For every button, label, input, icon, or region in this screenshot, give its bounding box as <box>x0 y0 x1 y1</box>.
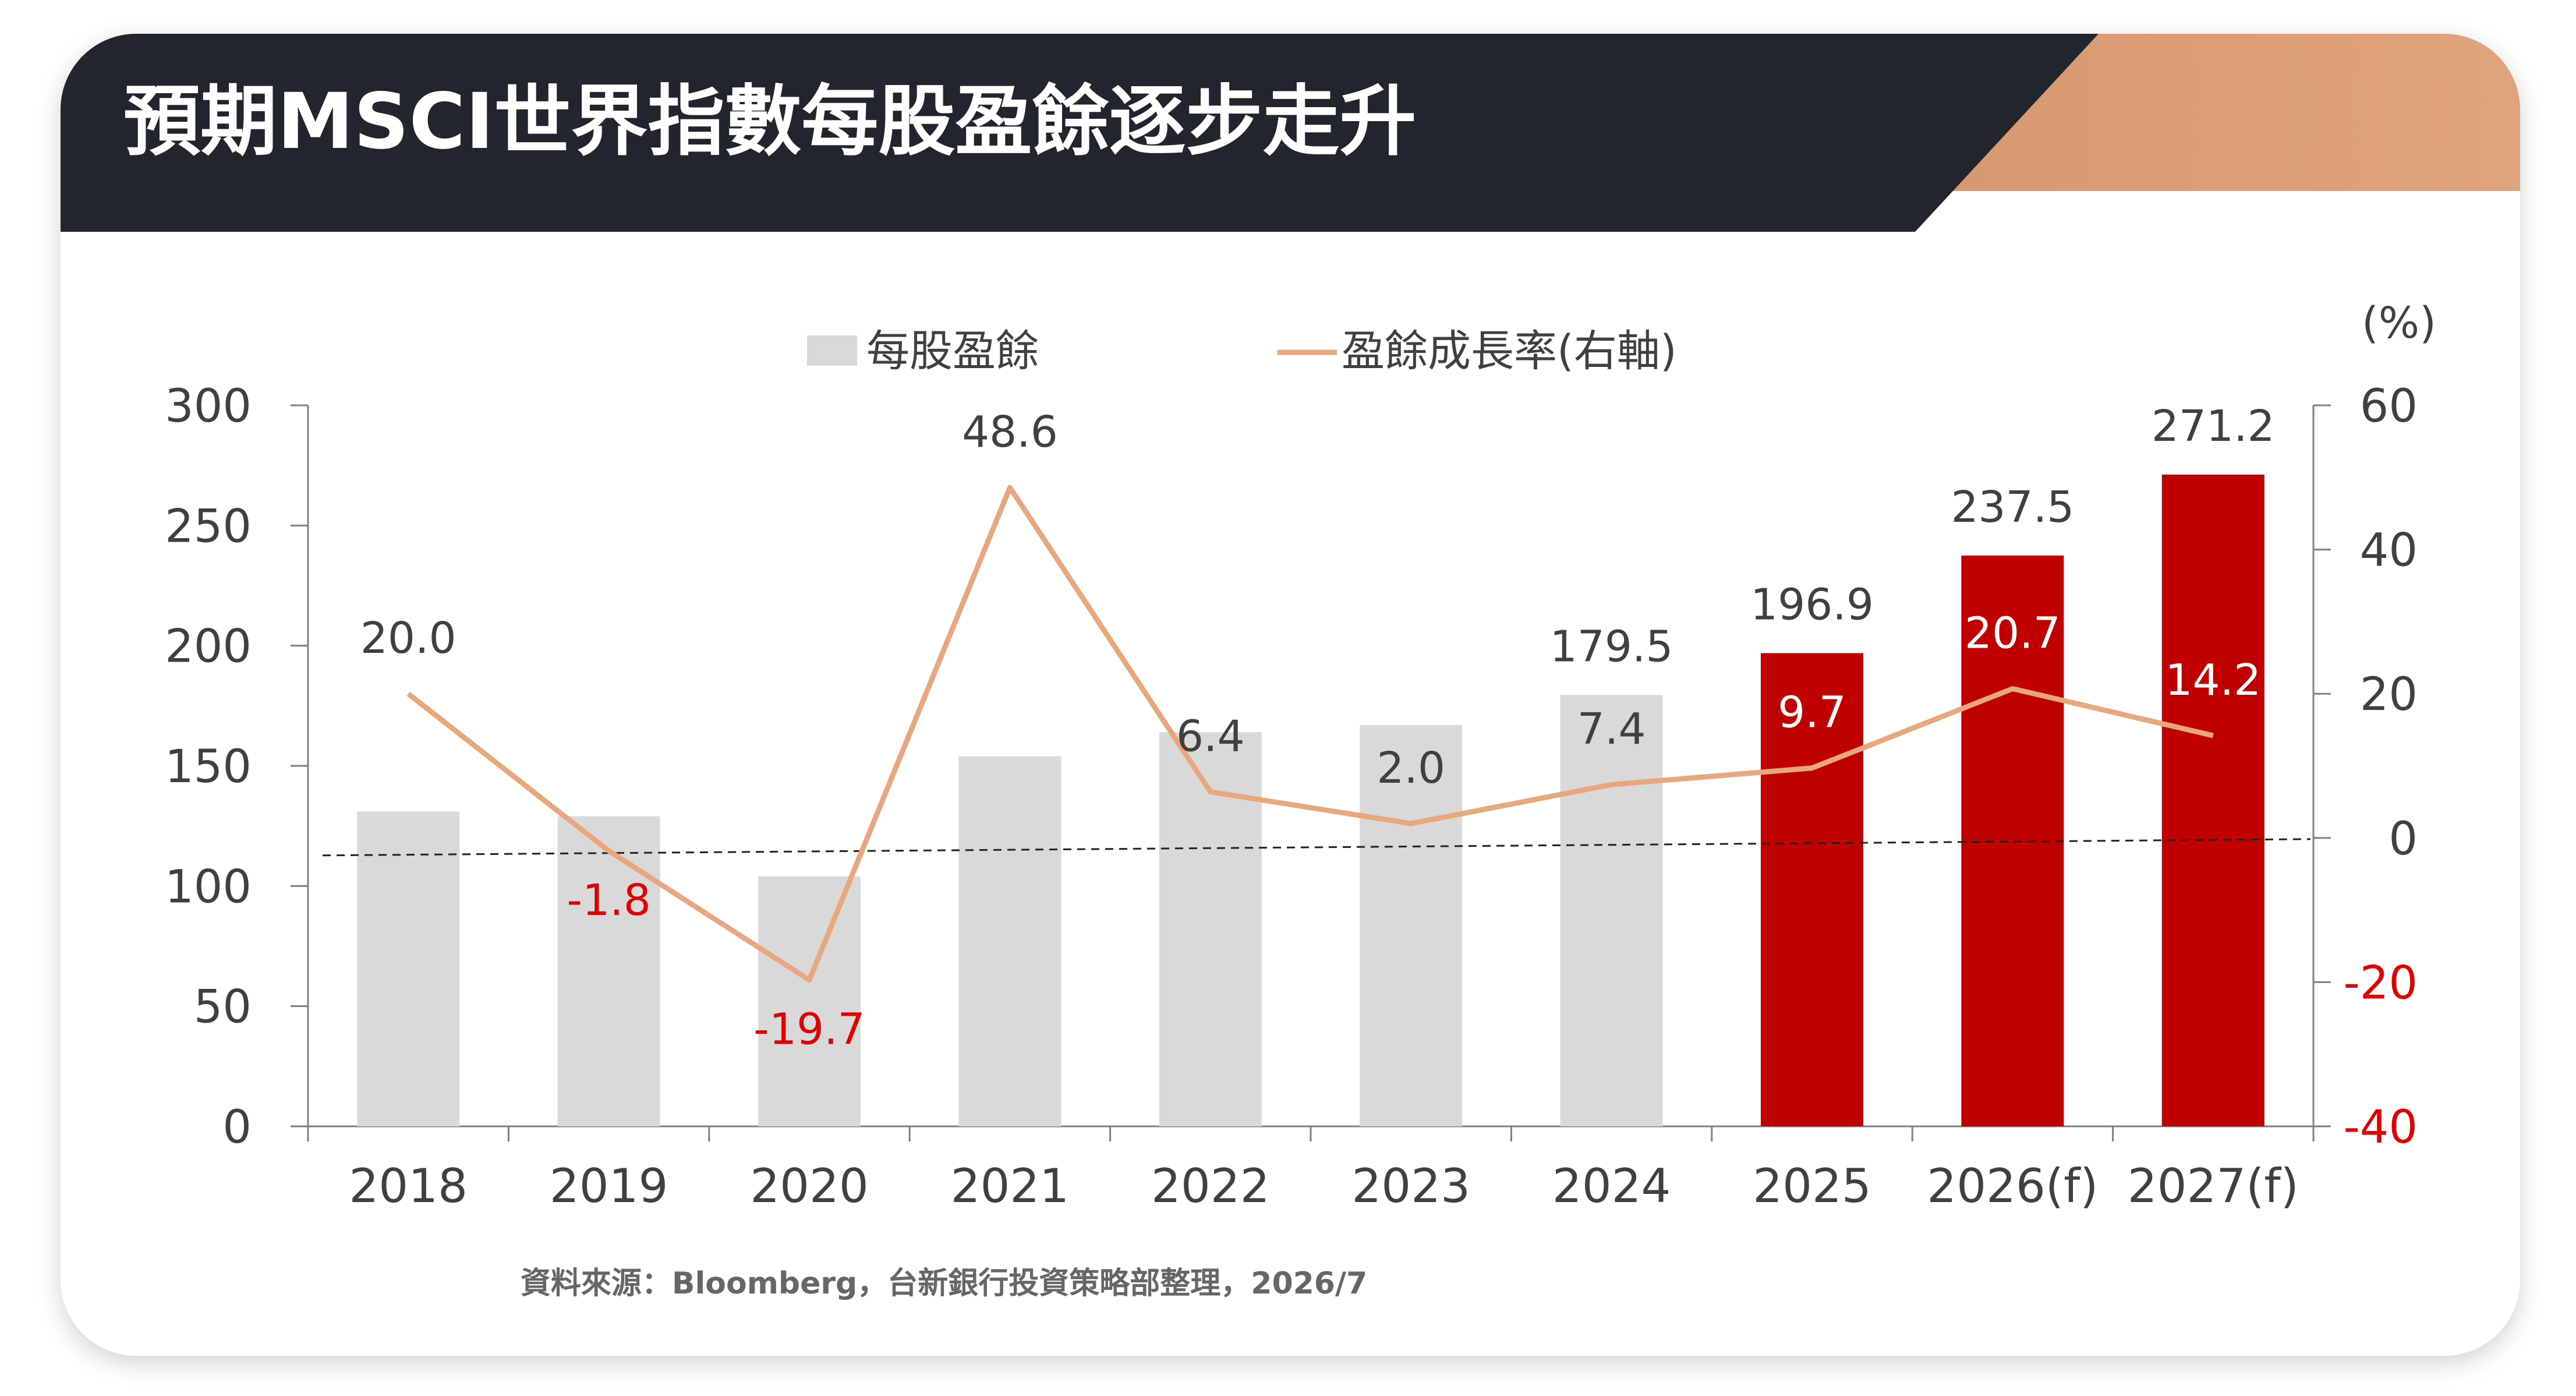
header-banner: 預期MSCI世界指數每股盈餘逐步走升 <box>61 34 2520 232</box>
eps-bar-2024 <box>1560 695 1663 1126</box>
eps-bar-2021 <box>958 756 1061 1126</box>
growth-line-layer <box>406 485 2214 983</box>
growth-value-label: 20.7 <box>1965 609 2061 659</box>
chart-title: 預期MSCI世界指數每股盈餘逐步走升 <box>123 77 1416 167</box>
growth-rate-line <box>406 485 2214 983</box>
right-tick-label: 20 <box>2360 669 2418 721</box>
eps-value-label: 271.2 <box>2152 401 2275 451</box>
eps-bar-2027f <box>2161 474 2264 1126</box>
legend-growth-label: 盈餘成長率(右軸) <box>1342 326 1677 376</box>
right-tick-label: 60 <box>2360 380 2418 433</box>
growth-value-label: 2.0 <box>1377 743 1445 793</box>
eps-bar-2025 <box>1761 653 1863 1126</box>
legend-eps-label: 每股盈餘 <box>866 326 1039 376</box>
growth-value-label: 48.6 <box>962 407 1058 457</box>
left-tick-label: 250 <box>165 500 252 553</box>
x-tick-label: 2025 <box>1753 1159 1871 1213</box>
growth-value-label: 14.2 <box>2165 655 2261 705</box>
eps-bar-2018 <box>357 811 460 1126</box>
eps-bar-2020 <box>758 876 861 1126</box>
source-note: 資料來源：Bloomberg，台新銀行投資策略部整理，2026/7 <box>521 1266 1367 1301</box>
growth-value-label: -1.8 <box>567 875 650 925</box>
growth-value-label: -19.7 <box>753 1005 865 1055</box>
left-tick-label: 300 <box>165 380 252 433</box>
growth-value-label: 6.4 <box>1176 712 1245 762</box>
chart-card: 預期MSCI世界指數每股盈餘逐步走升 0 50 100 150 200 250 300 -40… <box>61 34 2520 1356</box>
x-tick-label: 2018 <box>349 1159 468 1213</box>
x-tick-label: 2019 <box>550 1159 668 1213</box>
growth-value-label: 7.4 <box>1577 704 1646 754</box>
growth-value-label: 20.0 <box>360 613 457 663</box>
left-tick-label: 0 <box>222 1101 252 1154</box>
left-tick-label: 100 <box>165 861 252 913</box>
x-tick-label: 2023 <box>1351 1159 1470 1213</box>
legend-eps-swatch <box>807 335 857 366</box>
data-labels-layer: 179.5 196.9 237.5 271.2 20.0 -1.8 -19.7 48.6 6.4… <box>360 401 2275 1055</box>
right-axis-unit: (%) <box>2362 298 2436 348</box>
left-tick-label: 150 <box>165 741 252 793</box>
right-tick-label: -40 <box>2344 1101 2418 1154</box>
right-tick-label: -20 <box>2344 957 2418 1009</box>
header-dark-band <box>61 34 2099 232</box>
eps-bar-2023 <box>1360 724 1463 1126</box>
legend: 每股盈餘 盈餘成長率(右軸) <box>807 326 1677 376</box>
chart-canvas: 預期MSCI世界指數每股盈餘逐步走升 050100150200250300-40… <box>61 34 2520 1301</box>
x-tick-label: 2020 <box>750 1159 869 1213</box>
left-tick-label: 200 <box>165 621 252 673</box>
x-tick-label: 2027(f) <box>2128 1159 2299 1213</box>
eps-value-label: 196.9 <box>1750 579 1874 630</box>
bars-layer <box>357 474 2264 1126</box>
x-tick-label: 2021 <box>951 1159 1070 1213</box>
x-tick-label: 2022 <box>1151 1159 1270 1213</box>
eps-value-label: 237.5 <box>1951 482 2074 532</box>
right-tick-label: 40 <box>2360 525 2418 577</box>
axes: 0 50 100 150 200 250 300 -40 -20 0 20 40 60 (%) 2018 20… <box>165 298 2436 1213</box>
x-tick-label: 2026(f) <box>1927 1159 2098 1213</box>
eps-bar-2019 <box>557 816 660 1126</box>
eps-value-label: 179.5 <box>1550 621 1673 672</box>
x-tick-label: 2024 <box>1552 1159 1671 1213</box>
right-tick-label: 0 <box>2389 813 2418 865</box>
zero-line <box>322 838 2311 857</box>
left-tick-label: 50 <box>194 981 252 1034</box>
zero-line-layer <box>322 838 2311 857</box>
growth-value-label: 9.7 <box>1778 688 1846 738</box>
